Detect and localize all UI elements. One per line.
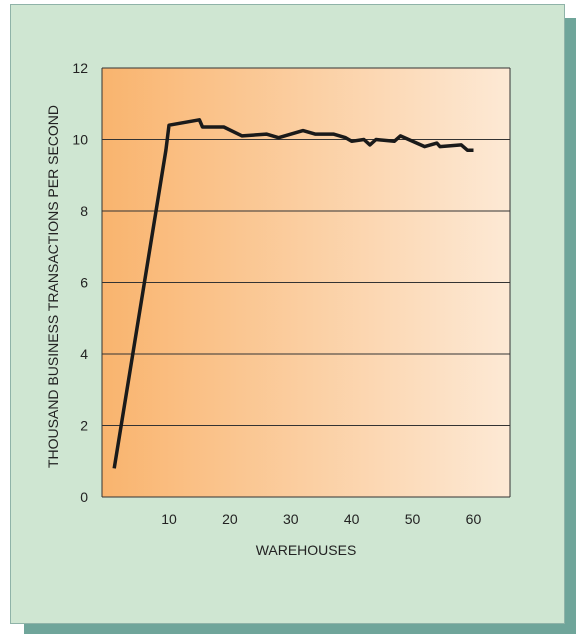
x-tick-label: 10 [161, 511, 177, 527]
axes [101, 68, 511, 498]
y-axis-title: THOUSAND BUSINESS TRANSACTIONS PER SECON… [45, 105, 61, 468]
y-tick-label: 6 [80, 275, 88, 291]
x-tick-label: 20 [222, 511, 238, 527]
tick-labels: 0 2 4 6 8 10 12 10 20 30 40 50 60 [72, 60, 481, 527]
x-axis-title: WAREHOUSES [256, 542, 357, 558]
y-tick-label: 0 [80, 489, 88, 505]
y-tick-label: 8 [80, 203, 88, 219]
x-tick-label: 30 [283, 511, 299, 527]
y-tick-label: 2 [80, 418, 88, 434]
gridlines [102, 67, 510, 426]
x-tick-label: 40 [344, 511, 360, 527]
y-tick-label: 4 [80, 346, 88, 362]
x-tick-label: 50 [405, 511, 421, 527]
x-tick-label: 60 [466, 511, 482, 527]
y-tick-label: 12 [72, 60, 88, 76]
y-tick-label: 10 [72, 132, 88, 148]
series-line [112, 118, 474, 469]
series-layer [112, 118, 474, 469]
